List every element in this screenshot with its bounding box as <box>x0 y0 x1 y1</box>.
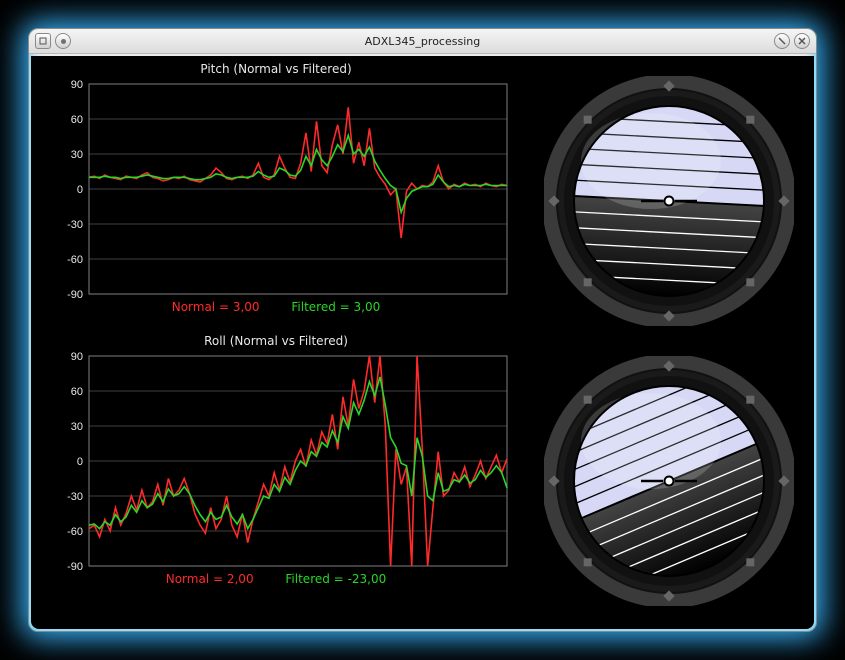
minimize-icon <box>778 37 786 45</box>
svg-text:-60: -60 <box>67 526 83 538</box>
svg-text:90: 90 <box>71 351 83 363</box>
window-title: ADXL345_processing <box>29 35 816 48</box>
svg-text:-30: -30 <box>67 491 83 503</box>
roll-chart: Roll (Normal vs Filtered) -90-60-3003060… <box>41 334 511 348</box>
pitch-normal-label: Normal = <box>172 300 229 314</box>
svg-text:0: 0 <box>77 456 83 468</box>
app-window: ADXL345_processing Pitch (Normal vs Filt… <box>28 28 817 632</box>
pitch-horizon-gauge <box>544 76 794 326</box>
pitch-chart: Pitch (Normal vs Filtered) -90-60-300306… <box>41 62 511 76</box>
svg-text:0: 0 <box>77 184 83 196</box>
svg-text:-60: -60 <box>67 254 83 266</box>
pitch-filtered-label: Filtered = <box>291 300 349 314</box>
pitch-readout: Normal = 3,00 Filtered = 3,00 <box>41 300 511 314</box>
pitch-filtered-value: 3,00 <box>354 300 381 314</box>
roll-filtered-value: -23,00 <box>348 572 387 586</box>
svg-text:-30: -30 <box>67 219 83 231</box>
roll-horizon-gauge <box>544 356 794 606</box>
svg-text:90: 90 <box>71 79 83 91</box>
close-button[interactable] <box>794 33 810 49</box>
pitch-chart-title: Pitch (Normal vs Filtered) <box>41 62 511 76</box>
dot-icon <box>61 39 66 44</box>
client-area: Pitch (Normal vs Filtered) -90-60-300306… <box>31 56 814 629</box>
pitch-plot: -90-60-300306090 <box>89 84 507 294</box>
roll-chart-title: Roll (Normal vs Filtered) <box>41 334 511 348</box>
close-icon <box>798 37 806 45</box>
svg-text:60: 60 <box>71 114 83 126</box>
roll-plot: -90-60-300306090 <box>89 356 507 566</box>
minimize-button[interactable] <box>774 33 790 49</box>
window-menu-button[interactable] <box>35 33 51 49</box>
svg-text:60: 60 <box>71 386 83 398</box>
svg-text:30: 30 <box>71 421 83 433</box>
pitch-normal-value: 3,00 <box>233 300 260 314</box>
window-menu-icon <box>39 37 47 45</box>
titlebar[interactable]: ADXL345_processing <box>29 29 816 54</box>
roll-normal-label: Normal = <box>166 572 223 586</box>
roll-filtered-label: Filtered = <box>285 572 343 586</box>
roll-normal-value: 2,00 <box>227 572 254 586</box>
roll-readout: Normal = 2,00 Filtered = -23,00 <box>41 572 511 586</box>
svg-text:30: 30 <box>71 149 83 161</box>
sticky-button[interactable] <box>55 33 71 49</box>
